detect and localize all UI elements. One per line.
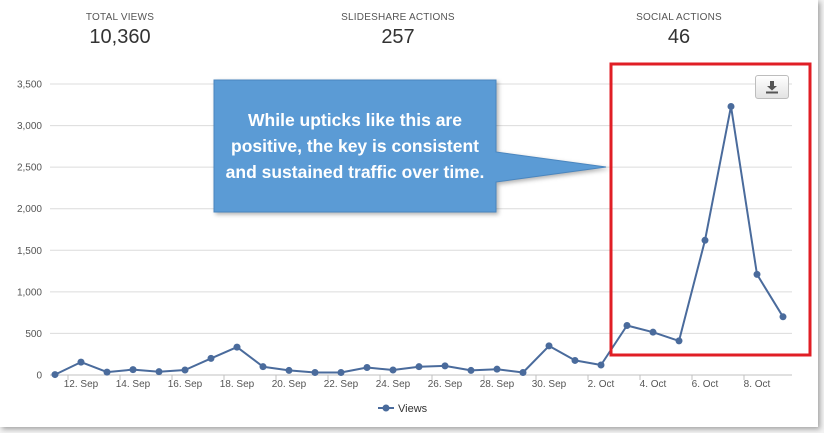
x-tick-label: 18. Sep xyxy=(220,379,255,390)
data-point[interactable] xyxy=(337,369,345,377)
x-tick-label: 8. Oct xyxy=(744,379,771,390)
download-button[interactable] xyxy=(755,75,789,99)
data-point[interactable] xyxy=(181,366,189,374)
x-tick-label: 12. Sep xyxy=(64,379,99,390)
x-tick-label: 20. Sep xyxy=(272,379,307,390)
y-tick-label: 3,000 xyxy=(17,121,42,132)
stat-value: 10,360 xyxy=(89,26,151,48)
data-point[interactable] xyxy=(597,361,605,369)
data-point[interactable] xyxy=(571,356,579,364)
data-point[interactable] xyxy=(311,369,319,377)
stat-label: SOCIAL ACTIONS xyxy=(636,12,722,23)
callout-bubble xyxy=(213,79,607,213)
data-point[interactable] xyxy=(623,322,631,330)
data-point[interactable] xyxy=(519,369,527,377)
data-point[interactable] xyxy=(753,270,761,278)
chart-axes: 0 500 1,000 1,500 2,000 2,500 3,000 3,500 12. Se… xyxy=(17,80,771,391)
y-tick-label: 3,500 xyxy=(17,80,42,91)
x-tick-label: 26. Sep xyxy=(428,379,463,390)
chart-annotations xyxy=(213,62,812,357)
data-point[interactable] xyxy=(259,363,267,371)
highlight-box xyxy=(609,62,812,357)
chart-legend[interactable]: Views xyxy=(378,403,428,415)
data-point[interactable] xyxy=(51,371,59,379)
download-icon xyxy=(766,80,778,93)
data-point[interactable] xyxy=(779,313,787,321)
data-point[interactable] xyxy=(649,328,657,336)
legend-label-views: Views xyxy=(398,403,428,415)
y-tick-label: 2,000 xyxy=(17,204,42,215)
x-tick-label: 16. Sep xyxy=(168,379,203,390)
x-tick-label: 22. Sep xyxy=(324,379,359,390)
data-point[interactable] xyxy=(363,364,371,372)
x-tick-label: 6. Oct xyxy=(692,379,719,390)
data-point[interactable] xyxy=(545,342,553,350)
x-tick-label: 30. Sep xyxy=(532,379,567,390)
data-point[interactable] xyxy=(389,366,397,374)
data-point[interactable] xyxy=(129,366,137,374)
y-tick-label: 1,500 xyxy=(17,246,42,257)
data-point[interactable] xyxy=(207,354,215,362)
y-tick-label: 500 xyxy=(25,329,42,340)
data-point[interactable] xyxy=(415,363,423,371)
data-point[interactable] xyxy=(675,337,683,345)
stat-label: SLIDESHARE ACTIONS xyxy=(341,12,455,23)
stat-label: TOTAL VIEWS xyxy=(85,12,155,23)
data-point[interactable] xyxy=(493,365,501,373)
data-point[interactable] xyxy=(233,343,241,351)
data-point[interactable] xyxy=(285,366,293,374)
y-tick-label: 1,000 xyxy=(17,287,42,298)
x-tick-label: 2. Oct xyxy=(588,379,615,390)
y-tick-label: 2,500 xyxy=(17,163,42,174)
x-tick-label: 28. Sep xyxy=(480,379,515,390)
stat-value: 46 xyxy=(667,26,691,48)
data-point[interactable] xyxy=(701,236,709,244)
data-point[interactable] xyxy=(77,358,85,366)
stat-slideshare-actions: SLIDESHARE ACTIONS 257 xyxy=(308,12,488,49)
data-point[interactable] xyxy=(467,366,475,374)
data-point[interactable] xyxy=(103,368,111,376)
legend-marker xyxy=(382,404,390,412)
stat-social-actions: SOCIAL ACTIONS 46 xyxy=(589,12,769,49)
analytics-panel: TOTAL VIEWS 10,360 SLIDESHARE ACTIONS 25… xyxy=(0,0,818,427)
x-tick-label: 14. Sep xyxy=(116,379,151,390)
y-tick-label: 0 xyxy=(36,371,42,382)
data-point[interactable] xyxy=(727,102,735,110)
x-tick-label: 4. Oct xyxy=(640,379,667,390)
chart-series xyxy=(51,102,787,379)
x-tick-label: 24. Sep xyxy=(376,379,411,390)
stat-total-views: TOTAL VIEWS 10,360 xyxy=(30,12,210,49)
views-line-chart: 0 500 1,000 1,500 2,000 2,500 3,000 3,500 12. Se… xyxy=(17,62,812,415)
stat-value: 257 xyxy=(381,26,415,48)
data-point[interactable] xyxy=(155,368,163,376)
callout-text: While upticks like this are positive, th… xyxy=(225,110,485,182)
data-point[interactable] xyxy=(441,362,449,370)
